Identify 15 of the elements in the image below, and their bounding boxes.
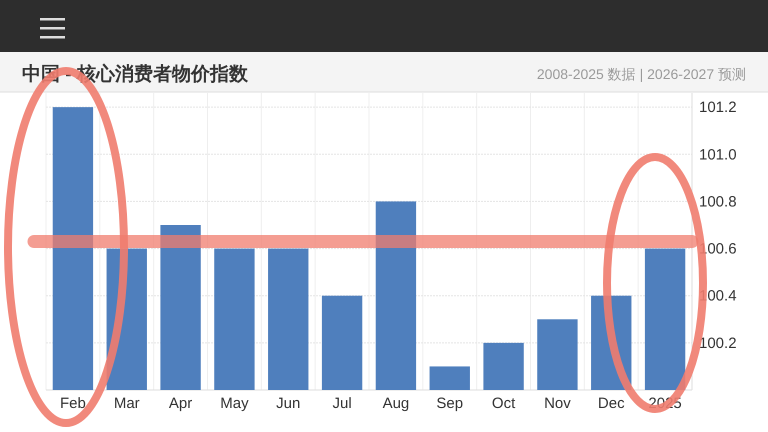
x-tick-label: Mar	[114, 395, 140, 412]
x-tick-label: Dec	[598, 395, 626, 412]
x-tick-label: Oct	[492, 395, 516, 412]
y-tick-label: 101.2	[699, 99, 737, 116]
y-tick-label: 100.8	[699, 193, 737, 210]
x-tick-label: Feb	[60, 395, 86, 412]
y-tick-label: 101.0	[699, 146, 737, 164]
x-tick-label: Aug	[382, 395, 410, 412]
x-tick-label: Nov	[544, 395, 572, 412]
x-tick-label: Jul	[332, 395, 352, 412]
chart-subtitle: 2008-2025 数据 | 2026-2027 预测	[536, 66, 746, 82]
x-tick-label: Sep	[436, 395, 464, 412]
x-tick-label: May	[220, 395, 250, 412]
x-tick-label: Apr	[168, 395, 192, 412]
x-tick-label: Jun	[276, 395, 300, 412]
